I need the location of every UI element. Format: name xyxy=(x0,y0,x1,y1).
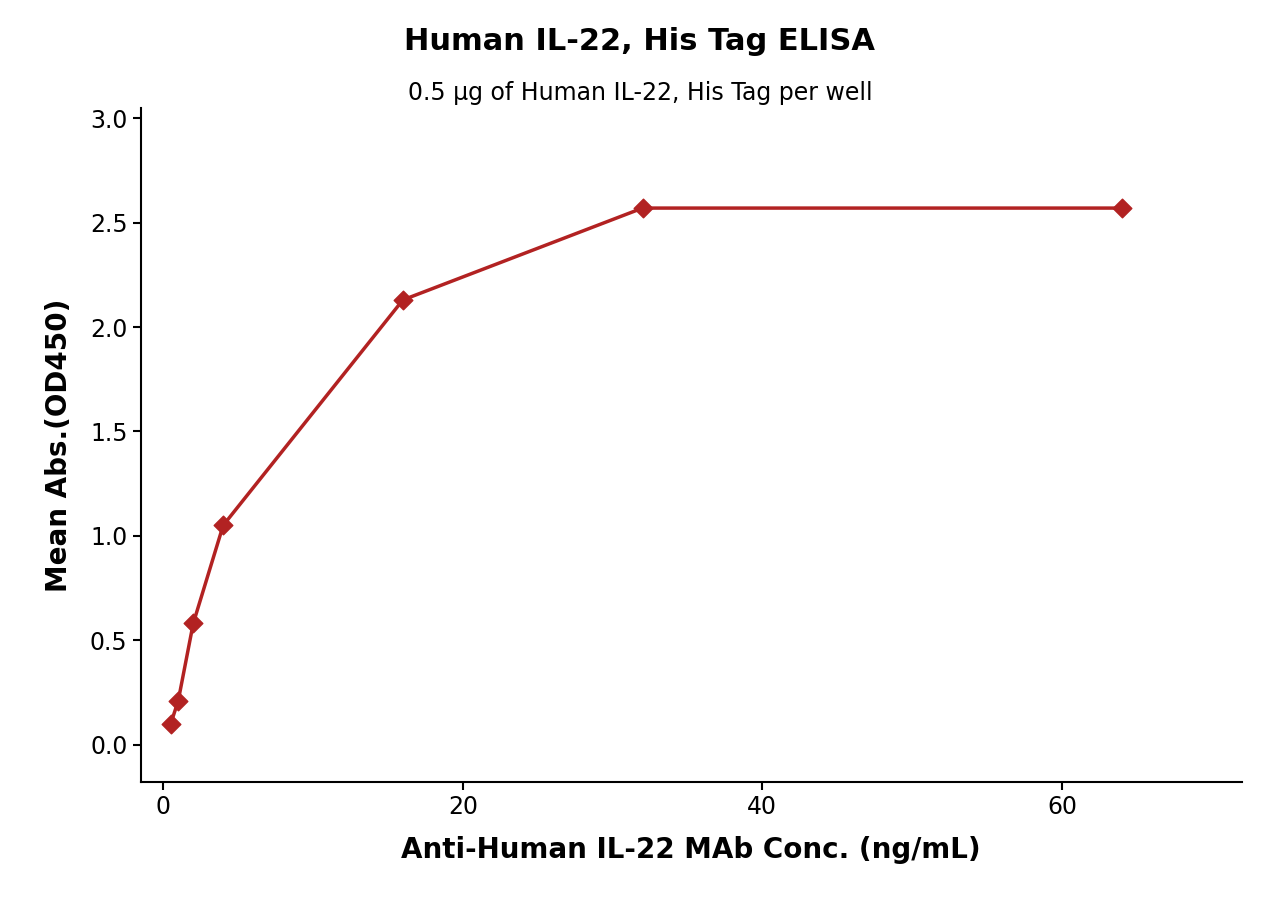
Point xyxy=(160,717,180,731)
Point xyxy=(1111,200,1132,215)
Y-axis label: Mean Abs.(OD450): Mean Abs.(OD450) xyxy=(45,298,73,592)
Point xyxy=(393,293,413,307)
X-axis label: Anti-Human IL-22 MAb Conc. (ng/mL): Anti-Human IL-22 MAb Conc. (ng/mL) xyxy=(402,836,980,864)
Point xyxy=(183,617,204,631)
Point xyxy=(168,693,188,708)
Text: Human IL-22, His Tag ELISA: Human IL-22, His Tag ELISA xyxy=(404,27,876,56)
Point xyxy=(632,200,653,215)
Text: 0.5 μg of Human IL-22, His Tag per well: 0.5 μg of Human IL-22, His Tag per well xyxy=(408,81,872,105)
Point xyxy=(212,518,233,532)
